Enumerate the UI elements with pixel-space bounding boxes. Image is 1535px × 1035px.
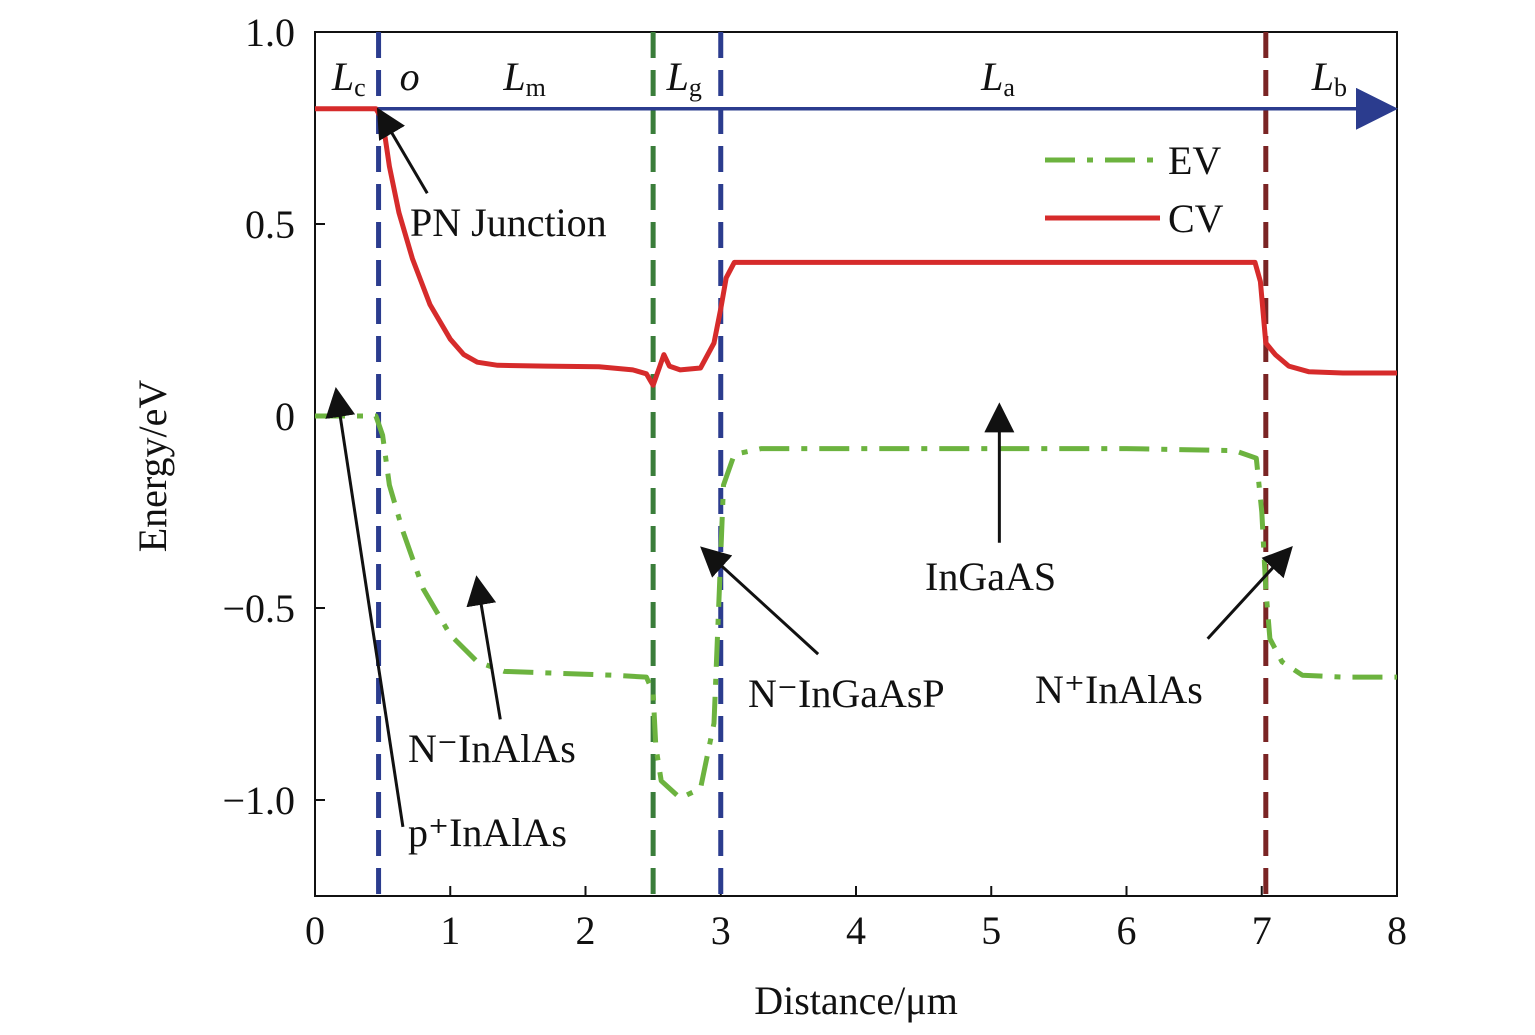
x-tick-label: 4: [846, 908, 866, 953]
region-label: o: [400, 54, 420, 99]
legend: EV CV: [1045, 138, 1224, 241]
x-tick-label: 0: [305, 908, 325, 953]
x-axis-title: Distance/μm: [754, 978, 958, 1023]
y-tick-label: 0: [275, 394, 295, 439]
annotation-arrow: [376, 107, 429, 195]
y-tick-label: 0.5: [245, 202, 295, 247]
annotation-layer: PN Junction p⁺InAlAs N⁻InAlAs N⁻InGaAsP InGa…: [325, 107, 1293, 855]
y-axis-ticks: 1.0 0.5 0 −0.5 −1.0: [222, 10, 325, 823]
x-tick-label: 5: [981, 908, 1001, 953]
annotation-label: N⁻InGaAsP: [748, 671, 945, 716]
y-axis-title: Energy/eV: [130, 380, 175, 553]
region-labels: Lc o Lm Lg La Lb: [331, 54, 1347, 102]
annotation-arrow: [700, 546, 820, 656]
region-label: Lb: [1311, 54, 1347, 102]
region-label: Lm: [502, 54, 545, 102]
x-tick-label: 1: [440, 908, 460, 953]
region-label: Lg: [666, 54, 702, 102]
annotation-label: PN Junction: [410, 200, 607, 245]
annotation-label: N⁺InAlAs: [1035, 667, 1203, 712]
annotation-label: p⁺InAlAs: [408, 810, 567, 855]
y-tick-label: 1.0: [245, 10, 295, 55]
x-tick-label: 6: [1117, 908, 1137, 953]
series-cv-line: [315, 106, 1397, 388]
x-tick-label: 7: [1252, 908, 1272, 953]
y-tick-label: −0.5: [222, 586, 295, 631]
annotation-arrow: [1206, 545, 1293, 640]
annotation-label: N⁻InAlAs: [408, 726, 576, 771]
y-tick-label: −1.0: [222, 778, 295, 823]
legend-label-cv: CV: [1168, 196, 1224, 241]
x-tick-label: 3: [711, 908, 731, 953]
annotation-arrow: [325, 387, 405, 828]
legend-label-ev: EV: [1168, 138, 1221, 183]
x-axis-ticks: 0 1 2 3 4 5 6 7 8: [305, 886, 1407, 953]
region-label: Lc: [331, 54, 366, 102]
x-tick-label: 8: [1387, 908, 1407, 953]
region-label: La: [980, 54, 1015, 102]
annotation-arrow: [466, 575, 502, 720]
annotation-label: InGaAS: [925, 554, 1056, 599]
x-tick-label: 2: [576, 908, 596, 953]
region-dividers: [376, 32, 1269, 896]
